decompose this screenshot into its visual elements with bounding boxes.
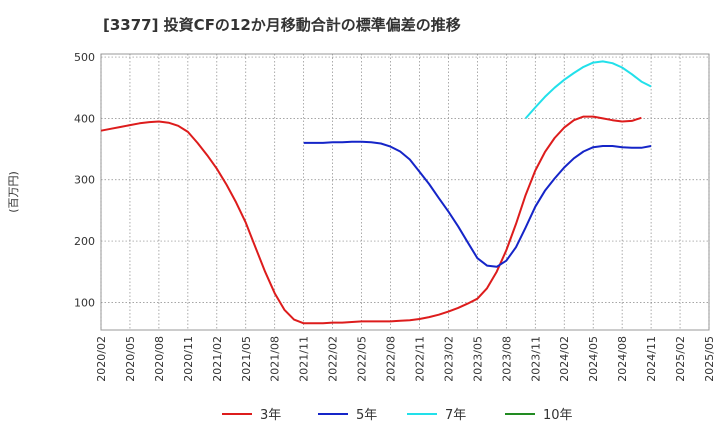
- y-axis-label: (百万円): [7, 171, 20, 213]
- x-tick-label: 2021/05: [240, 336, 253, 382]
- y-tick-label: 200: [74, 235, 95, 248]
- x-tick-label: 2022/11: [413, 336, 426, 382]
- x-tick-label: 2021/11: [298, 336, 311, 382]
- x-tick-label: 2022/08: [385, 336, 398, 382]
- grid-lines: [100, 54, 710, 330]
- x-tick-label: 2023/11: [529, 336, 542, 382]
- series-lines: [100, 60, 652, 325]
- series-line-3年: [100, 115, 642, 325]
- plot-area: [100, 53, 710, 331]
- x-axis-ticks: 2020/02 2020/05 2020/08 2020/11 2021/02 2021/…: [95, 336, 716, 382]
- x-tick-label: 2024/11: [645, 336, 658, 382]
- legend-label: 5年: [356, 408, 377, 423]
- x-tick-label: 2024/05: [587, 336, 600, 382]
- series-line-5年: [303, 140, 652, 268]
- y-axis-ticks: 100 200 300 400 500: [74, 51, 95, 309]
- x-tick-label: 2023/08: [500, 336, 513, 382]
- y-tick-label: 500: [74, 51, 95, 64]
- x-tick-label: 2021/02: [211, 336, 224, 382]
- x-tick-label: 2020/08: [153, 336, 166, 382]
- x-tick-label: 2023/02: [442, 336, 455, 382]
- x-tick-label: 2020/11: [182, 336, 195, 382]
- x-tick-label: 2020/05: [124, 336, 137, 382]
- series-line-7年: [524, 60, 652, 120]
- y-tick-label: 300: [74, 174, 95, 187]
- legend-label: 7年: [445, 408, 466, 423]
- y-tick-label: 100: [74, 296, 95, 309]
- x-tick-label: 2023/05: [471, 336, 484, 382]
- x-tick-label: 2021/08: [269, 336, 282, 382]
- chart-title: [3377] 投資CFの12か月移動合計の標準偏差の推移: [103, 16, 461, 34]
- x-tick-label: 2024/02: [558, 336, 571, 382]
- legend: 3年 5年 7年 10年: [222, 408, 573, 423]
- x-tick-label: 2022/05: [356, 336, 369, 382]
- legend-label: 3年: [260, 408, 281, 423]
- x-tick-label: 2024/08: [616, 336, 629, 382]
- y-tick-label: 400: [74, 112, 95, 125]
- x-tick-label: 2022/02: [327, 336, 340, 382]
- x-tick-label: 2020/02: [95, 336, 108, 382]
- x-tick-label: 2025/05: [703, 336, 716, 382]
- legend-label: 10年: [543, 408, 573, 423]
- x-tick-label: 2025/02: [674, 336, 687, 382]
